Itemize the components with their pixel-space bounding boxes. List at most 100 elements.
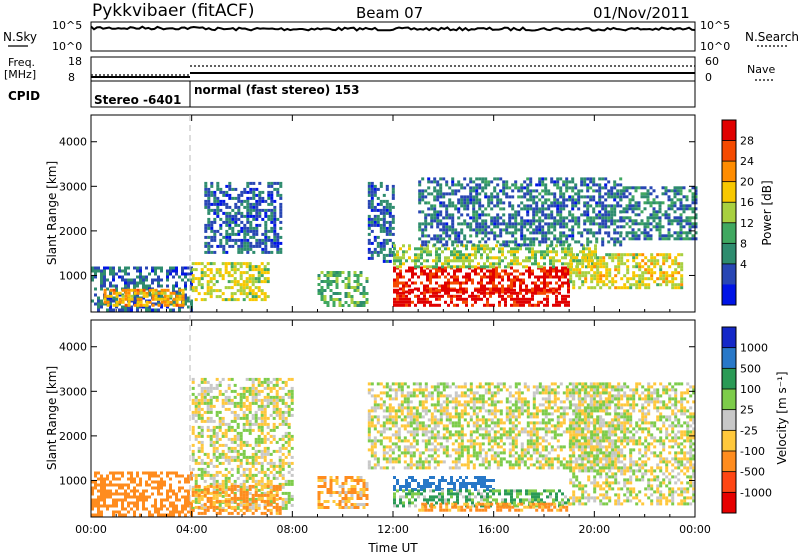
heatmap-cell [367, 412, 371, 416]
heatmap-cell [210, 235, 214, 239]
heatmap-cell [517, 222, 521, 226]
heatmap-cell [200, 401, 204, 405]
heatmap-cell [213, 229, 217, 233]
heatmap-cell [508, 225, 512, 229]
heatmap-cell [460, 186, 464, 190]
heatmap-cell [652, 225, 656, 229]
heatmap-cell [438, 269, 441, 273]
heatmap-cell [516, 294, 519, 298]
heatmap-cell [257, 392, 261, 396]
heatmap-cell [133, 489, 136, 493]
heatmap-cell [275, 413, 279, 417]
heatmap-cell [243, 232, 247, 236]
heatmap-cell [399, 294, 402, 298]
heatmap-cell [435, 256, 438, 260]
heatmap-cell [160, 266, 163, 270]
heatmap-cell [598, 198, 602, 202]
heatmap-cell [424, 216, 428, 220]
heatmap-cell [550, 192, 554, 196]
heatmap-cell [228, 214, 232, 218]
heatmap-cell [252, 232, 256, 236]
heatmap-cell [197, 404, 201, 408]
heatmap-cell [230, 455, 234, 459]
heatmap-cell [664, 213, 668, 217]
heatmap-cell [459, 281, 462, 285]
heatmap-cell [181, 510, 184, 514]
heatmap-cell [667, 234, 671, 238]
heatmap-cell [418, 183, 422, 187]
heatmap-cell [674, 277, 678, 281]
heatmap-cell [399, 275, 402, 279]
heatmap-cell [529, 189, 533, 193]
heatmap-cell [242, 487, 246, 491]
heatmap-cell [556, 201, 560, 205]
heatmap-cell [362, 301, 366, 304]
heatmap-cell [200, 419, 204, 423]
heatmap-cell [317, 476, 321, 479]
heatmap-cell [414, 303, 417, 307]
heatmap-cell [520, 189, 524, 193]
heatmap-cell [463, 222, 467, 226]
heatmap-cell [255, 193, 259, 197]
heatmap-cell [632, 277, 636, 281]
heatmap-cell [172, 501, 175, 505]
heatmap-cell [278, 487, 282, 491]
heatmap-cell [510, 278, 513, 282]
heatmap-cell [251, 395, 255, 399]
heatmap-cell [206, 428, 210, 432]
heatmap-cell [567, 272, 570, 276]
heatmap-cell [112, 474, 115, 478]
heatmap-cell [142, 294, 146, 298]
heatmap-cell [629, 283, 633, 287]
heatmap-cell [671, 283, 675, 287]
heatmap-cell [166, 305, 169, 309]
heatmap-cell [442, 216, 446, 220]
heatmap-cell [218, 392, 222, 396]
heatmap-cell [251, 503, 255, 507]
heatmap-cell [94, 293, 97, 297]
heatmap-cell [251, 493, 255, 497]
heatmap-cell [121, 297, 125, 301]
heatmap-cell [266, 431, 270, 435]
heatmap-cell [498, 275, 501, 279]
heatmap-cell [571, 204, 575, 208]
heatmap-cell [385, 238, 389, 242]
heatmap-cell [254, 505, 258, 509]
heatmap-cell [266, 479, 270, 483]
heatmap-cell [190, 501, 193, 505]
heatmap-cell [505, 192, 509, 196]
heatmap-cell [209, 398, 213, 402]
heatmap-cell [151, 266, 154, 270]
heatmap-cell [157, 513, 160, 517]
heatmap-cell [391, 232, 395, 236]
heatmap-cell [546, 253, 549, 257]
heatmap-cell [359, 271, 363, 274]
heatmap-cell [239, 395, 243, 399]
heatmap-cell [481, 237, 485, 241]
heatmap-cell [616, 219, 620, 223]
heatmap-cell [203, 271, 207, 275]
heatmap-cell [197, 491, 201, 495]
heatmap-cell [393, 288, 396, 292]
heatmap-cell [264, 214, 268, 218]
heatmap-cell [456, 290, 459, 294]
heatmap-cell [631, 198, 635, 202]
heatmap-cell [685, 231, 689, 235]
heatmap-cell [356, 491, 360, 494]
heatmap-cell [224, 407, 228, 411]
heatmap-cell [222, 211, 226, 215]
heatmap-cell [200, 428, 204, 432]
heatmap-cell [347, 491, 351, 494]
heatmap-cell [429, 300, 432, 304]
heatmap-cell [133, 266, 136, 270]
heatmap-cell [245, 428, 249, 432]
heatmap-cell [547, 231, 551, 235]
heatmap-cell [376, 463, 380, 467]
heatmap-cell [399, 259, 402, 263]
heatmap-cell [190, 269, 193, 273]
heatmap-cell [257, 506, 261, 510]
heatmap-cell [376, 415, 380, 419]
heatmap-cell [191, 452, 195, 456]
heatmap-cell [480, 247, 483, 251]
heatmap-cell [502, 192, 506, 196]
